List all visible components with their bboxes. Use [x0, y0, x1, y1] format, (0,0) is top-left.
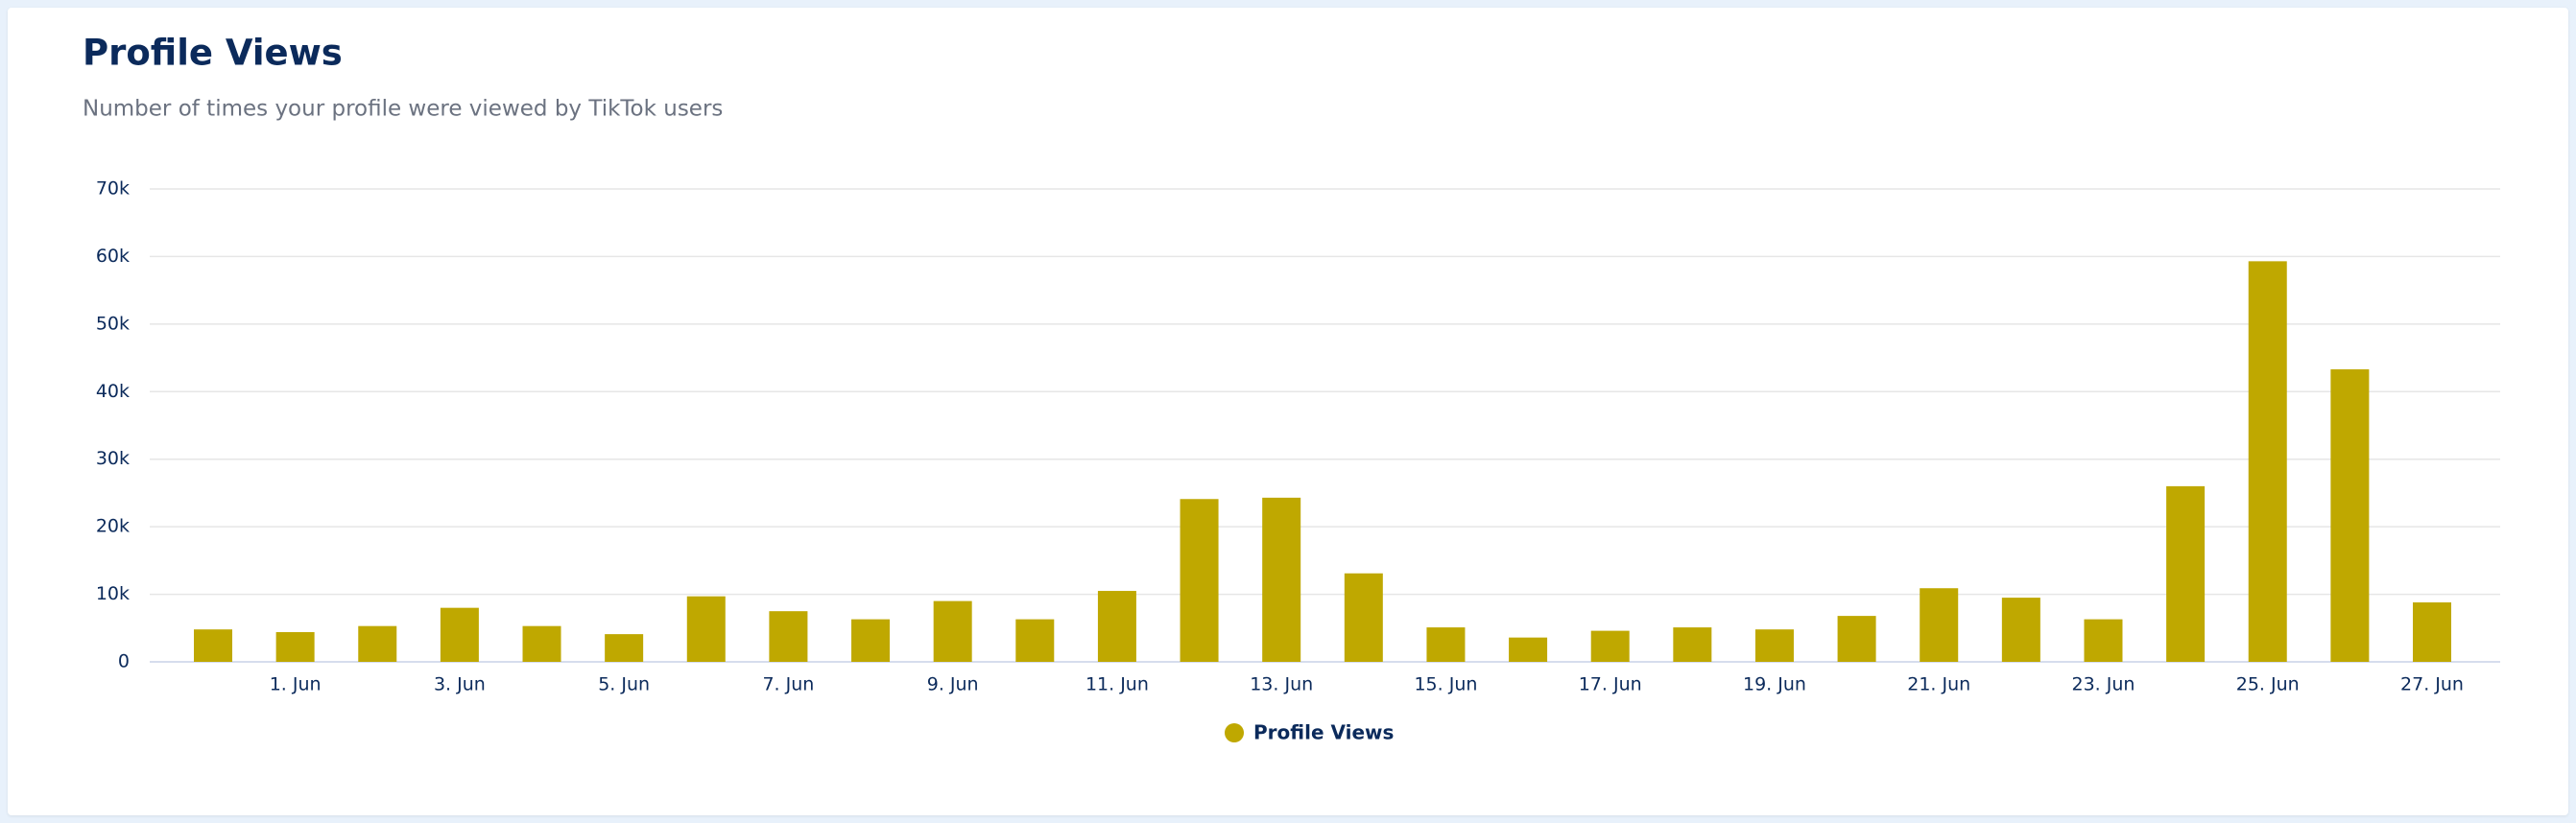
- bar: [440, 607, 479, 662]
- x-tick-label: 13. Jun: [1250, 674, 1313, 695]
- x-tick-label: 27. Jun: [2400, 674, 2464, 695]
- y-tick-label: 10k: [96, 583, 130, 604]
- x-tick-label: 3. Jun: [434, 674, 486, 695]
- bar: [2001, 598, 2040, 662]
- bar: [1097, 591, 1136, 662]
- bar: [1015, 619, 1055, 662]
- legend-marker: [1225, 723, 1244, 742]
- x-tick-label: 17. Jun: [1579, 674, 1642, 695]
- bar: [2330, 369, 2370, 662]
- legend-label[interactable]: Profile Views: [1253, 721, 1394, 744]
- bar: [605, 634, 644, 662]
- bar: [2248, 261, 2287, 662]
- x-tick-label: 19. Jun: [1743, 674, 1806, 695]
- bar: [1590, 630, 1630, 662]
- bar: [522, 625, 561, 662]
- y-tick-label: 0: [118, 651, 130, 672]
- bar: [194, 629, 232, 662]
- x-tick-label: 23. Jun: [2072, 674, 2135, 695]
- x-tick-label: 1. Jun: [270, 674, 322, 695]
- y-tick-label: 20k: [96, 516, 130, 537]
- bar: [851, 619, 891, 662]
- x-tick-label: 7. Jun: [762, 674, 814, 695]
- bar: [769, 611, 808, 662]
- bar: [275, 632, 315, 662]
- bar: [1180, 499, 1219, 662]
- y-tick-label: 60k: [96, 246, 130, 267]
- card: [8, 8, 2568, 815]
- x-tick-label: 9. Jun: [927, 674, 979, 695]
- y-tick-label: 30k: [96, 448, 130, 469]
- x-tick-label: 21. Jun: [1907, 674, 1970, 695]
- x-tick-label: 11. Jun: [1085, 674, 1149, 695]
- bar: [686, 596, 726, 662]
- y-tick-label: 50k: [96, 313, 130, 334]
- bar: [1509, 637, 1548, 662]
- bar: [2413, 602, 2451, 662]
- bar: [1426, 627, 1466, 662]
- bar: [358, 625, 397, 662]
- bar: [933, 600, 972, 662]
- x-tick-label: 15. Jun: [1414, 674, 1477, 695]
- bar: [1920, 588, 1959, 662]
- y-tick-label: 70k: [96, 178, 130, 200]
- bar: [2166, 485, 2206, 662]
- chart-subtitle: Number of times your profile were viewed…: [83, 97, 723, 122]
- bar: [2084, 619, 2123, 662]
- bar: [1754, 629, 1794, 662]
- bar: [1837, 616, 1876, 662]
- x-tick-label: 5. Jun: [598, 674, 650, 695]
- x-tick-label: 25. Jun: [2236, 674, 2300, 695]
- bar: [1344, 573, 1383, 662]
- bar: [1673, 627, 1712, 662]
- y-tick-label: 40k: [96, 381, 130, 402]
- chart-title: Profile Views: [83, 33, 343, 74]
- bar: [1262, 497, 1301, 662]
